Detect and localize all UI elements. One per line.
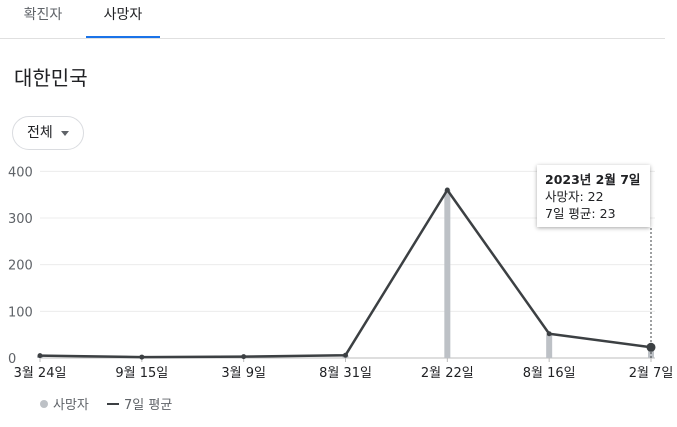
filter-label: 전체 — [27, 125, 53, 141]
chart-legend: 사망자 7일 평균 — [40, 394, 186, 413]
y-tick-label: 400 — [8, 165, 33, 180]
x-tick-label: 2월 7일 — [629, 366, 674, 381]
x-tick-label: 9월 15일 — [115, 366, 168, 381]
caret-down-icon — [61, 131, 69, 136]
tab-confirmed[interactable]: 확진자 — [23, 7, 63, 23]
x-tick-label: 3월 9일 — [221, 366, 266, 381]
dot-icon — [40, 400, 48, 408]
average-point — [343, 352, 348, 358]
x-tick-label: 8월 31일 — [319, 366, 372, 381]
bar-deaths — [546, 334, 553, 358]
average-point — [546, 331, 552, 337]
region-title: 대한민국 — [14, 66, 88, 90]
line-icon — [107, 403, 120, 405]
tab-bar: 확진자 사망자 — [0, 0, 665, 39]
average-point — [37, 353, 43, 359]
bar-deaths — [444, 190, 451, 358]
y-tick-label: 200 — [8, 259, 33, 274]
y-tick-label: 300 — [8, 212, 33, 227]
legend-item-deaths: 사망자 — [40, 394, 89, 413]
tooltip-deaths: 사망자: 22 — [545, 189, 604, 204]
y-tick-label: 100 — [8, 305, 33, 320]
x-tick-label: 8월 16일 — [523, 366, 576, 381]
filter-dropdown[interactable]: 전체 — [12, 116, 84, 150]
average-point — [646, 342, 656, 352]
average-point — [241, 354, 247, 360]
tab-deaths[interactable]: 사망자 — [86, 0, 160, 38]
y-tick-label: 0 — [8, 352, 16, 367]
tooltip-date: 2023년 2월 7일 — [545, 172, 641, 187]
legend-item-average: 7일 평균 — [107, 394, 172, 413]
legend-label-average: 7일 평균 — [124, 398, 173, 413]
legend-label-deaths: 사망자 — [53, 398, 89, 413]
x-tick-label: 3월 24일 — [14, 366, 67, 381]
average-point — [139, 354, 145, 360]
x-tick-label: 2월 22일 — [421, 366, 474, 381]
chart-tooltip: 2023년 2월 7일 사망자: 22 7일 평균: 23 — [537, 165, 650, 227]
tooltip-average: 7일 평균: 23 — [545, 206, 616, 221]
average-point — [444, 187, 450, 193]
